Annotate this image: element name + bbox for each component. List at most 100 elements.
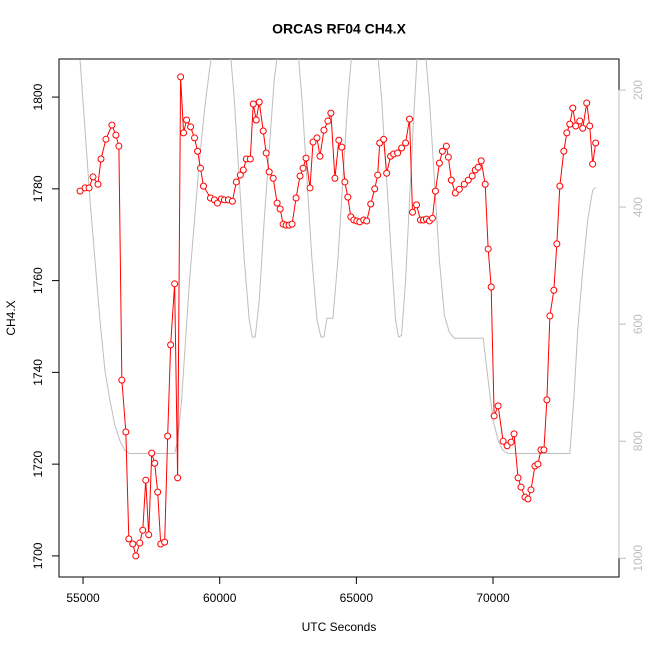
data-point [129, 540, 137, 548]
data-point [435, 159, 443, 167]
data-point [232, 178, 240, 186]
data-point [187, 123, 195, 131]
data-point [197, 164, 205, 172]
data-point [324, 117, 332, 125]
data-point [76, 187, 84, 195]
data-point [292, 194, 300, 202]
data-point [406, 115, 414, 123]
data-point [524, 495, 532, 503]
data-point [331, 174, 339, 182]
data-point [431, 187, 439, 195]
data-point [265, 168, 273, 176]
x-tick-label: 65000 [340, 591, 374, 605]
data-point [174, 474, 182, 482]
data-point [288, 220, 296, 228]
data-point [164, 432, 172, 440]
data-point [151, 459, 159, 467]
series-line [79, 76, 597, 558]
data-point [534, 460, 542, 468]
data-point [199, 182, 207, 190]
x-tick-label: 70000 [476, 591, 510, 605]
data-point [276, 205, 284, 213]
data-point [296, 172, 304, 180]
data-point [576, 117, 584, 125]
data-point [269, 174, 277, 182]
data-point [180, 129, 188, 137]
data-point [447, 176, 455, 184]
data-point [494, 402, 502, 410]
data-point [398, 144, 406, 152]
data-point [259, 127, 267, 135]
data-point [161, 538, 169, 546]
data-point [560, 147, 568, 155]
data-point [177, 73, 185, 81]
data-point [102, 135, 110, 143]
data-point [112, 131, 120, 139]
y-tick-label: 1740 [31, 359, 45, 386]
data-point [228, 197, 236, 205]
data-point [309, 138, 317, 146]
data-point [344, 193, 352, 201]
y-tick-label: 1720 [31, 450, 45, 477]
data-point [543, 396, 551, 404]
data-point [108, 121, 116, 129]
x-tick-label: 60000 [203, 591, 237, 605]
data-point [194, 147, 202, 155]
chart-title: ORCAS RF04 CH4.X [272, 21, 406, 37]
data-point [171, 280, 179, 288]
data-point [316, 152, 324, 160]
data-point [477, 157, 485, 165]
data-point [191, 134, 199, 142]
data-point [338, 143, 346, 151]
data-point [592, 139, 600, 147]
y-tick-label: 1700 [31, 542, 45, 569]
data-point [589, 160, 597, 168]
data-point [139, 526, 147, 534]
data-point [246, 155, 254, 163]
data-point [313, 134, 321, 142]
data-point [572, 122, 580, 130]
data-point [484, 245, 492, 253]
data-point [118, 376, 126, 384]
data-point [327, 109, 335, 117]
data-point [474, 163, 482, 171]
data-point [507, 438, 515, 446]
plot-area [76, 59, 600, 560]
data-point [402, 139, 410, 147]
data-point [464, 176, 472, 184]
data-point [566, 120, 574, 128]
data-point [167, 341, 175, 349]
data-point [442, 142, 450, 150]
data-point [262, 149, 270, 157]
data-point [374, 171, 382, 179]
data-point [154, 488, 162, 496]
y2-tick-label: 400 [631, 197, 645, 217]
data-point [367, 200, 375, 208]
data-point [586, 122, 594, 130]
data-point [540, 446, 548, 454]
data-point [132, 552, 140, 560]
data-point [481, 180, 489, 188]
y2-tick-label: 200 [631, 80, 645, 100]
data-point [383, 169, 391, 177]
y2-tick-label: 600 [631, 314, 645, 334]
data-point [527, 486, 535, 494]
data-point [249, 100, 257, 108]
data-point [239, 166, 247, 174]
x-axis-label: UTC Seconds [302, 620, 377, 634]
data-point [413, 201, 421, 209]
data-point [583, 99, 591, 107]
data-point [183, 116, 191, 124]
data-point [122, 428, 130, 436]
data-point [460, 180, 468, 188]
data-point [510, 430, 518, 438]
y2-tick-label: 800 [631, 431, 645, 451]
data-point [320, 126, 328, 134]
data-point [299, 164, 307, 172]
data-point [556, 182, 564, 190]
data-point [428, 214, 436, 222]
data-point [148, 449, 156, 457]
data-point [569, 104, 577, 112]
data-point [136, 539, 144, 547]
